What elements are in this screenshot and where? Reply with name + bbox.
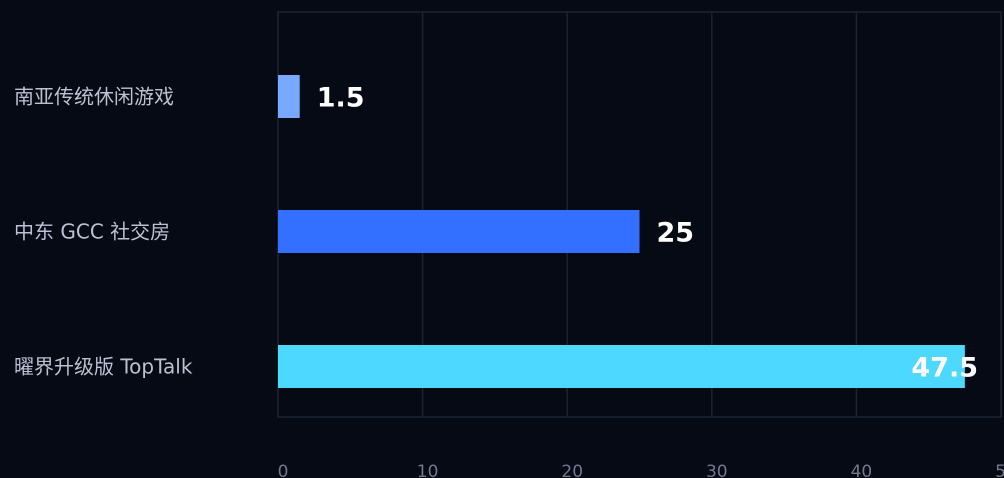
- bar: [278, 345, 965, 388]
- category-label: 中东 GCC 社交房: [14, 220, 170, 244]
- value-labels: 1.5 25 47.5: [317, 83, 978, 384]
- category-label: 南亚传统休闲游戏: [14, 85, 174, 109]
- x-tick-label: 0: [278, 462, 289, 478]
- value-label: 47.5: [911, 353, 978, 384]
- x-tick-label: 10: [417, 462, 439, 478]
- x-tick-label: 40: [851, 462, 873, 478]
- x-tick-label: 20: [561, 462, 583, 478]
- value-label: 25: [657, 218, 695, 249]
- x-tick-labels: 0 10 20 30 40 50: [278, 462, 1004, 478]
- x-tick-label: 50: [995, 462, 1004, 478]
- value-label: 1.5: [317, 83, 365, 114]
- bars: [278, 75, 965, 388]
- x-tick-label: 30: [706, 462, 728, 478]
- bar: [278, 210, 640, 253]
- bar: [278, 75, 300, 118]
- category-label: 曜界升级版 TopTalk: [14, 355, 193, 379]
